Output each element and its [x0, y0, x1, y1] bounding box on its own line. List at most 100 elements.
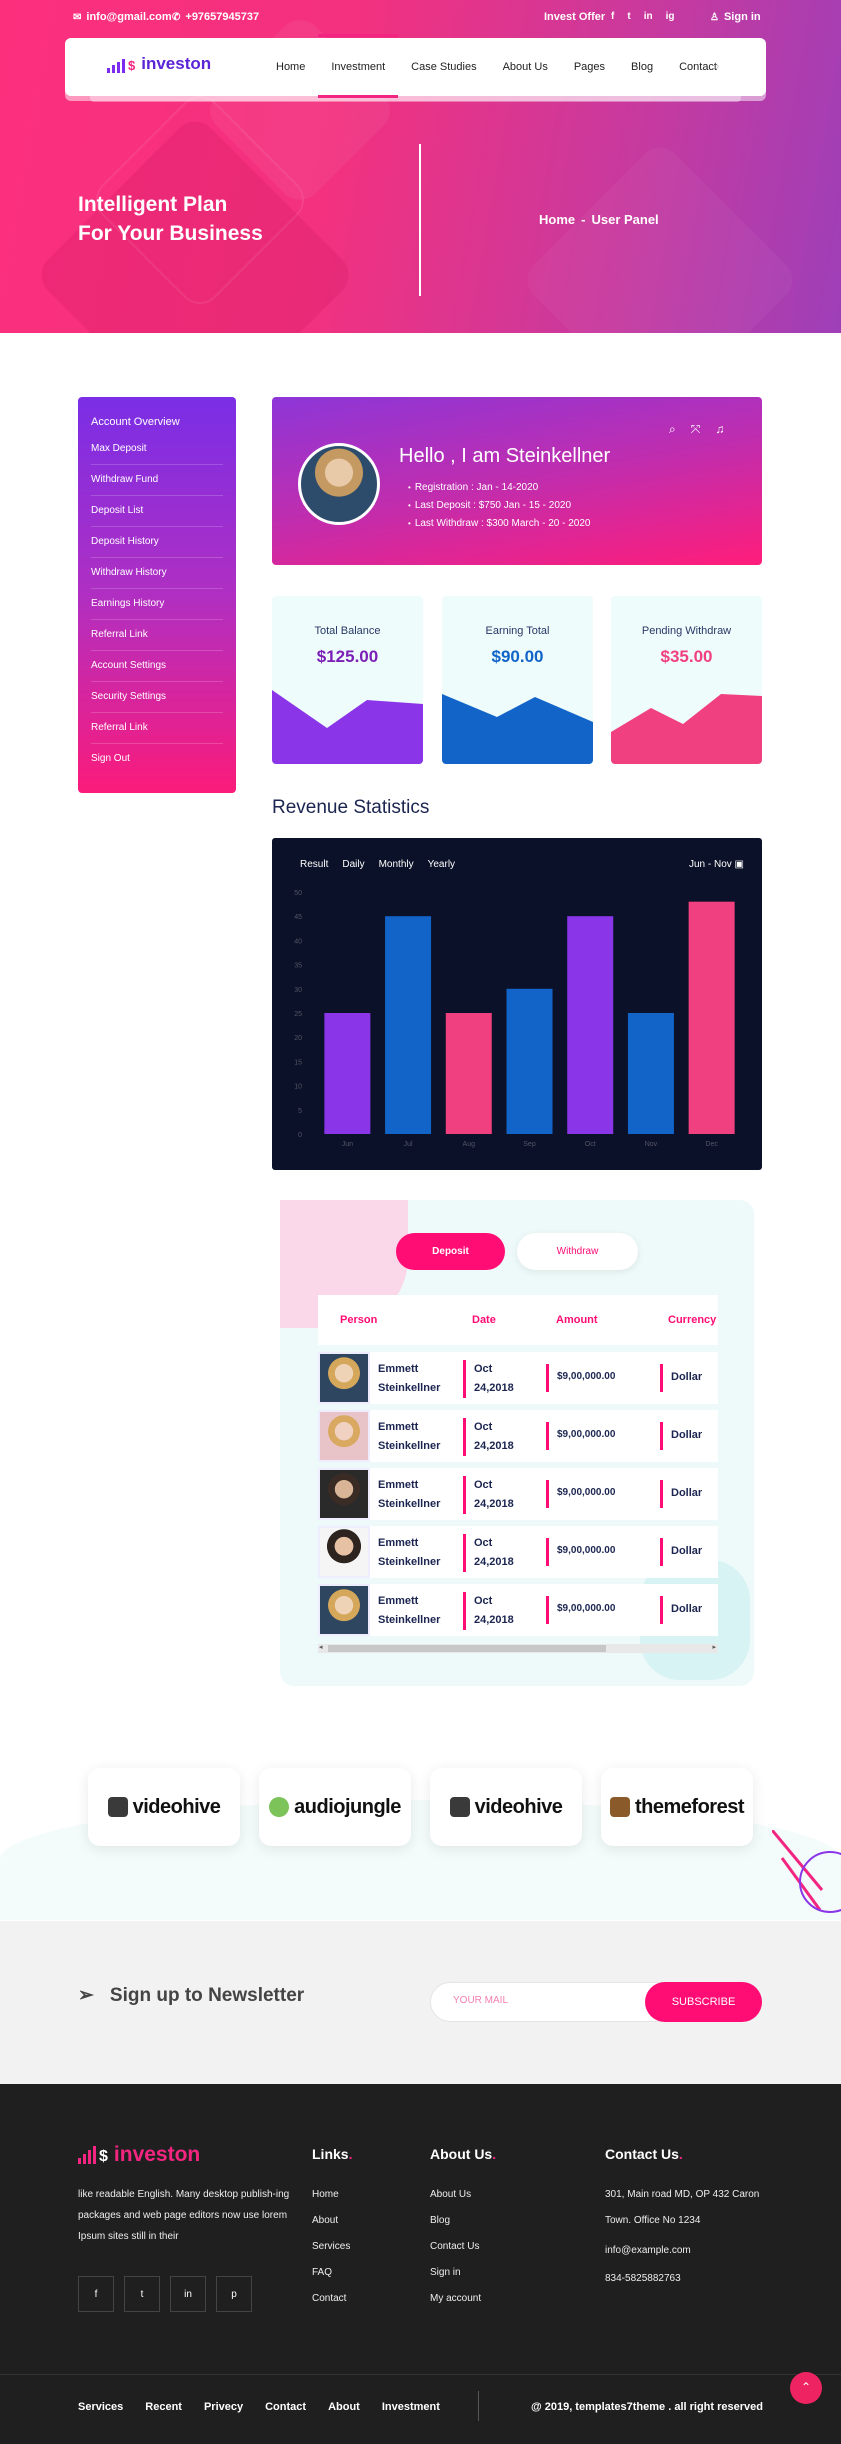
site-logo[interactable]: $ investon	[107, 55, 211, 73]
chart-bar[interactable]	[688, 901, 735, 1134]
nav-item-blog[interactable]: Blog	[631, 61, 654, 73]
scroll-thumb[interactable]	[328, 1645, 606, 1652]
bottom-link-recent[interactable]: Recent	[145, 2401, 182, 2413]
bottom-link-privecy[interactable]: Privecy	[203, 2401, 244, 2413]
tab-deposit[interactable]: Deposit	[396, 1233, 505, 1270]
sidebar-item-earnings-history[interactable]: Earnings History	[91, 589, 223, 620]
facebook-icon[interactable]: f	[78, 2276, 114, 2312]
footer-link-contact-us[interactable]: Contact Us	[430, 2241, 480, 2252]
x-tick-label: Oct	[585, 1141, 596, 1148]
chart-bar[interactable]	[385, 916, 432, 1134]
date-range-picker[interactable]: Jun - Nov ▣	[688, 859, 744, 870]
contact-email[interactable]: info@example.com	[605, 2245, 691, 2256]
sidebar-item-sign-out[interactable]: Sign Out	[91, 753, 130, 764]
nav-item-about-us[interactable]: About Us	[502, 61, 548, 73]
stat-wave-chart	[442, 694, 593, 764]
expand-icon[interactable]: ⤧	[690, 422, 701, 436]
sidebar-item-max-deposit[interactable]: Max Deposit	[91, 434, 223, 465]
sidebar-item-account-settings[interactable]: Account Settings	[91, 651, 223, 682]
sidebar-item-referral-link-2[interactable]: Referral Link	[91, 713, 223, 744]
tab-yearly[interactable]: Yearly	[427, 859, 456, 870]
bottom-link-contact[interactable]: Contact	[265, 2401, 307, 2413]
x-tick-label: Dec	[705, 1141, 718, 1148]
footer-link-home[interactable]: Home	[312, 2189, 339, 2200]
bottom-link-investment[interactable]: Investment	[381, 2401, 440, 2413]
table-row[interactable]: Emmett Steinkellner Oct 24,2018 $9,00,000.…	[318, 1410, 718, 1462]
pinterest-icon[interactable]: p	[216, 2276, 252, 2312]
linkedin-icon[interactable]: in	[643, 11, 653, 22]
linkedin-icon[interactable]: in	[170, 2276, 206, 2312]
sidebar-item-withdraw-fund[interactable]: Withdraw Fund	[91, 465, 223, 496]
chart-bar[interactable]	[567, 916, 614, 1134]
table-row[interactable]: Emmett Steinkellner Oct 24,2018 $9,00,000.…	[318, 1584, 718, 1636]
table-row[interactable]: Emmett Steinkellner Oct 24,2018 $9,00,000.…	[318, 1526, 718, 1578]
chart-bar[interactable]	[506, 988, 553, 1134]
email-input[interactable]	[453, 1995, 633, 2006]
chart-bar[interactable]	[627, 1013, 674, 1134]
table-row[interactable]: Emmett Steinkellner Oct 24,2018 $9,00,000.…	[318, 1468, 718, 1520]
tab-monthly[interactable]: Monthly	[378, 859, 414, 870]
partner-logo-videohive-2[interactable]: videohive	[430, 1768, 582, 1846]
bell-icon[interactable]: ♫	[715, 422, 725, 436]
x-tick-label: Aug	[463, 1141, 476, 1148]
sidebar-item-deposit-history[interactable]: Deposit History	[91, 527, 223, 558]
sidebar-item-withdraw-history[interactable]: Withdraw History	[91, 558, 223, 589]
footer-link-faq[interactable]: FAQ	[312, 2267, 333, 2278]
nav-item-contact[interactable]: Contact	[679, 61, 717, 73]
logo-bars-icon	[78, 2146, 96, 2164]
footer-link-blog[interactable]: Blog	[430, 2215, 451, 2226]
signin-link[interactable]: ♙ Sign in	[710, 11, 761, 23]
topbar-phone[interactable]: ✆ +97657945737	[172, 11, 260, 23]
stat-label: Earning Total	[485, 625, 550, 637]
y-tick-label: 15	[294, 1059, 302, 1066]
partner-logo-audiojungle[interactable]: audiojungle	[259, 1768, 411, 1846]
table-row[interactable]: Emmett Steinkellner Oct 24,2018 $9,00,000.…	[318, 1352, 718, 1404]
footer-link-sign-in[interactable]: Sign in	[430, 2267, 461, 2278]
hero-title: Intelligent Plan For Your Business	[78, 193, 263, 245]
nav-item-case-studies[interactable]: Case Studies	[411, 61, 477, 73]
chart-bar[interactable]	[324, 1013, 371, 1134]
partner-logo-videohive[interactable]: videohive	[88, 1768, 240, 1846]
y-tick-label: 25	[294, 1011, 302, 1018]
twitter-icon[interactable]: t	[124, 2276, 160, 2312]
search-icon[interactable]: ⌕	[669, 422, 676, 436]
footer-logo[interactable]: $ investon	[78, 2144, 200, 2165]
instagram-icon[interactable]: ig	[665, 11, 675, 22]
footer-link-services[interactable]: Services	[312, 2241, 351, 2252]
tab-withdraw[interactable]: Withdraw	[517, 1233, 638, 1270]
topbar-email[interactable]: ✉ info@gmail.com	[73, 11, 172, 23]
sidebar-item-deposit-list[interactable]: Deposit List	[91, 496, 223, 527]
tab-result[interactable]: Result	[300, 859, 329, 870]
facebook-icon[interactable]: f	[611, 11, 615, 22]
scroll-right-icon[interactable]: ▸	[712, 1644, 716, 1651]
breadcrumb: Home - User Panel	[539, 212, 659, 227]
chart-bar[interactable]	[445, 1013, 492, 1134]
sidebar-item-security-settings[interactable]: Security Settings	[91, 682, 223, 713]
footer-link-contact[interactable]: Contact	[312, 2293, 347, 2304]
subscribe-button[interactable]: SUBSCRIBE	[645, 1982, 762, 2022]
search-icon[interactable]: ⌕	[713, 59, 720, 73]
footer-link-about[interactable]: About	[312, 2215, 339, 2226]
table-scrollbar[interactable]: ◂ ▸	[318, 1644, 718, 1653]
stat-value: $35.00	[660, 647, 713, 666]
footer-link-about-us[interactable]: About Us	[430, 2189, 472, 2200]
sidebar-item-referral-link[interactable]: Referral Link	[91, 620, 223, 651]
bar-chart-canvas: 0 5 10 15 20 25 30 35 40 45 50 Jun Jul Aug Sep Oct Nov De…	[294, 890, 735, 1148]
scroll-left-icon[interactable]: ◂	[319, 1644, 323, 1651]
footer-link-my-account[interactable]: My account	[430, 2293, 482, 2304]
bottom-link-about[interactable]: About	[328, 2401, 360, 2413]
invest-offer-link[interactable]: Invest Offer	[544, 11, 606, 23]
stat-card-earning-total: Earning Total $90.00	[442, 596, 593, 764]
breadcrumb-home[interactable]: Home	[539, 212, 576, 227]
bottom-link-services[interactable]: Services	[78, 2401, 124, 2413]
account-sidebar: Account Overview Max Deposit Withdraw Fu…	[78, 397, 236, 793]
twitter-icon[interactable]: t	[627, 11, 631, 22]
tab-daily[interactable]: Daily	[342, 859, 365, 870]
partner-logo-themeforest[interactable]: themeforest	[601, 1768, 753, 1846]
nav-item-investment[interactable]: Investment	[318, 34, 398, 98]
nav-item-pages[interactable]: Pages	[573, 61, 606, 73]
contact-phone[interactable]: 834-5825882763	[605, 2273, 681, 2284]
scroll-to-top-button[interactable]: ⌃	[790, 2372, 822, 2404]
nav-item-home[interactable]: Home	[276, 61, 306, 73]
profile-last-withdraw: Last Withdraw : $300 March - 20 - 2020	[408, 515, 591, 533]
